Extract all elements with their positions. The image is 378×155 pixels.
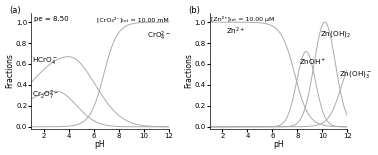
Text: [CrO₄²⁻]ₜₒₜ = 10.00 mM: [CrO₄²⁻]ₜₒₜ = 10.00 mM	[97, 16, 169, 22]
Text: (a): (a)	[9, 6, 21, 15]
Text: $\rm Zn(OH)_2$: $\rm Zn(OH)_2$	[320, 29, 351, 40]
Text: $\rm HCrO_4^-$: $\rm HCrO_4^-$	[32, 55, 58, 66]
Text: $\rm CrO_4^{2-}$: $\rm CrO_4^{2-}$	[147, 29, 171, 43]
X-axis label: pH: pH	[94, 140, 105, 149]
Text: pe = 8.50: pe = 8.50	[34, 16, 69, 22]
Text: [Zn²⁺]ₜₒₜ = 10.00 μM: [Zn²⁺]ₜₒₜ = 10.00 μM	[211, 16, 275, 22]
Text: $\rm Zn(OH)_3^-$: $\rm Zn(OH)_3^-$	[339, 69, 372, 80]
Text: $\rm Cr_2O_7^{2-}$: $\rm Cr_2O_7^{2-}$	[32, 89, 59, 102]
X-axis label: pH: pH	[273, 140, 284, 149]
Y-axis label: Fractions: Fractions	[184, 53, 193, 88]
Text: $\rm Zn^{2+}$: $\rm Zn^{2+}$	[226, 25, 246, 37]
Text: $\rm ZnOH^+$: $\rm ZnOH^+$	[299, 57, 327, 67]
Y-axis label: Fractions: Fractions	[6, 53, 15, 88]
Text: (b): (b)	[188, 6, 200, 15]
